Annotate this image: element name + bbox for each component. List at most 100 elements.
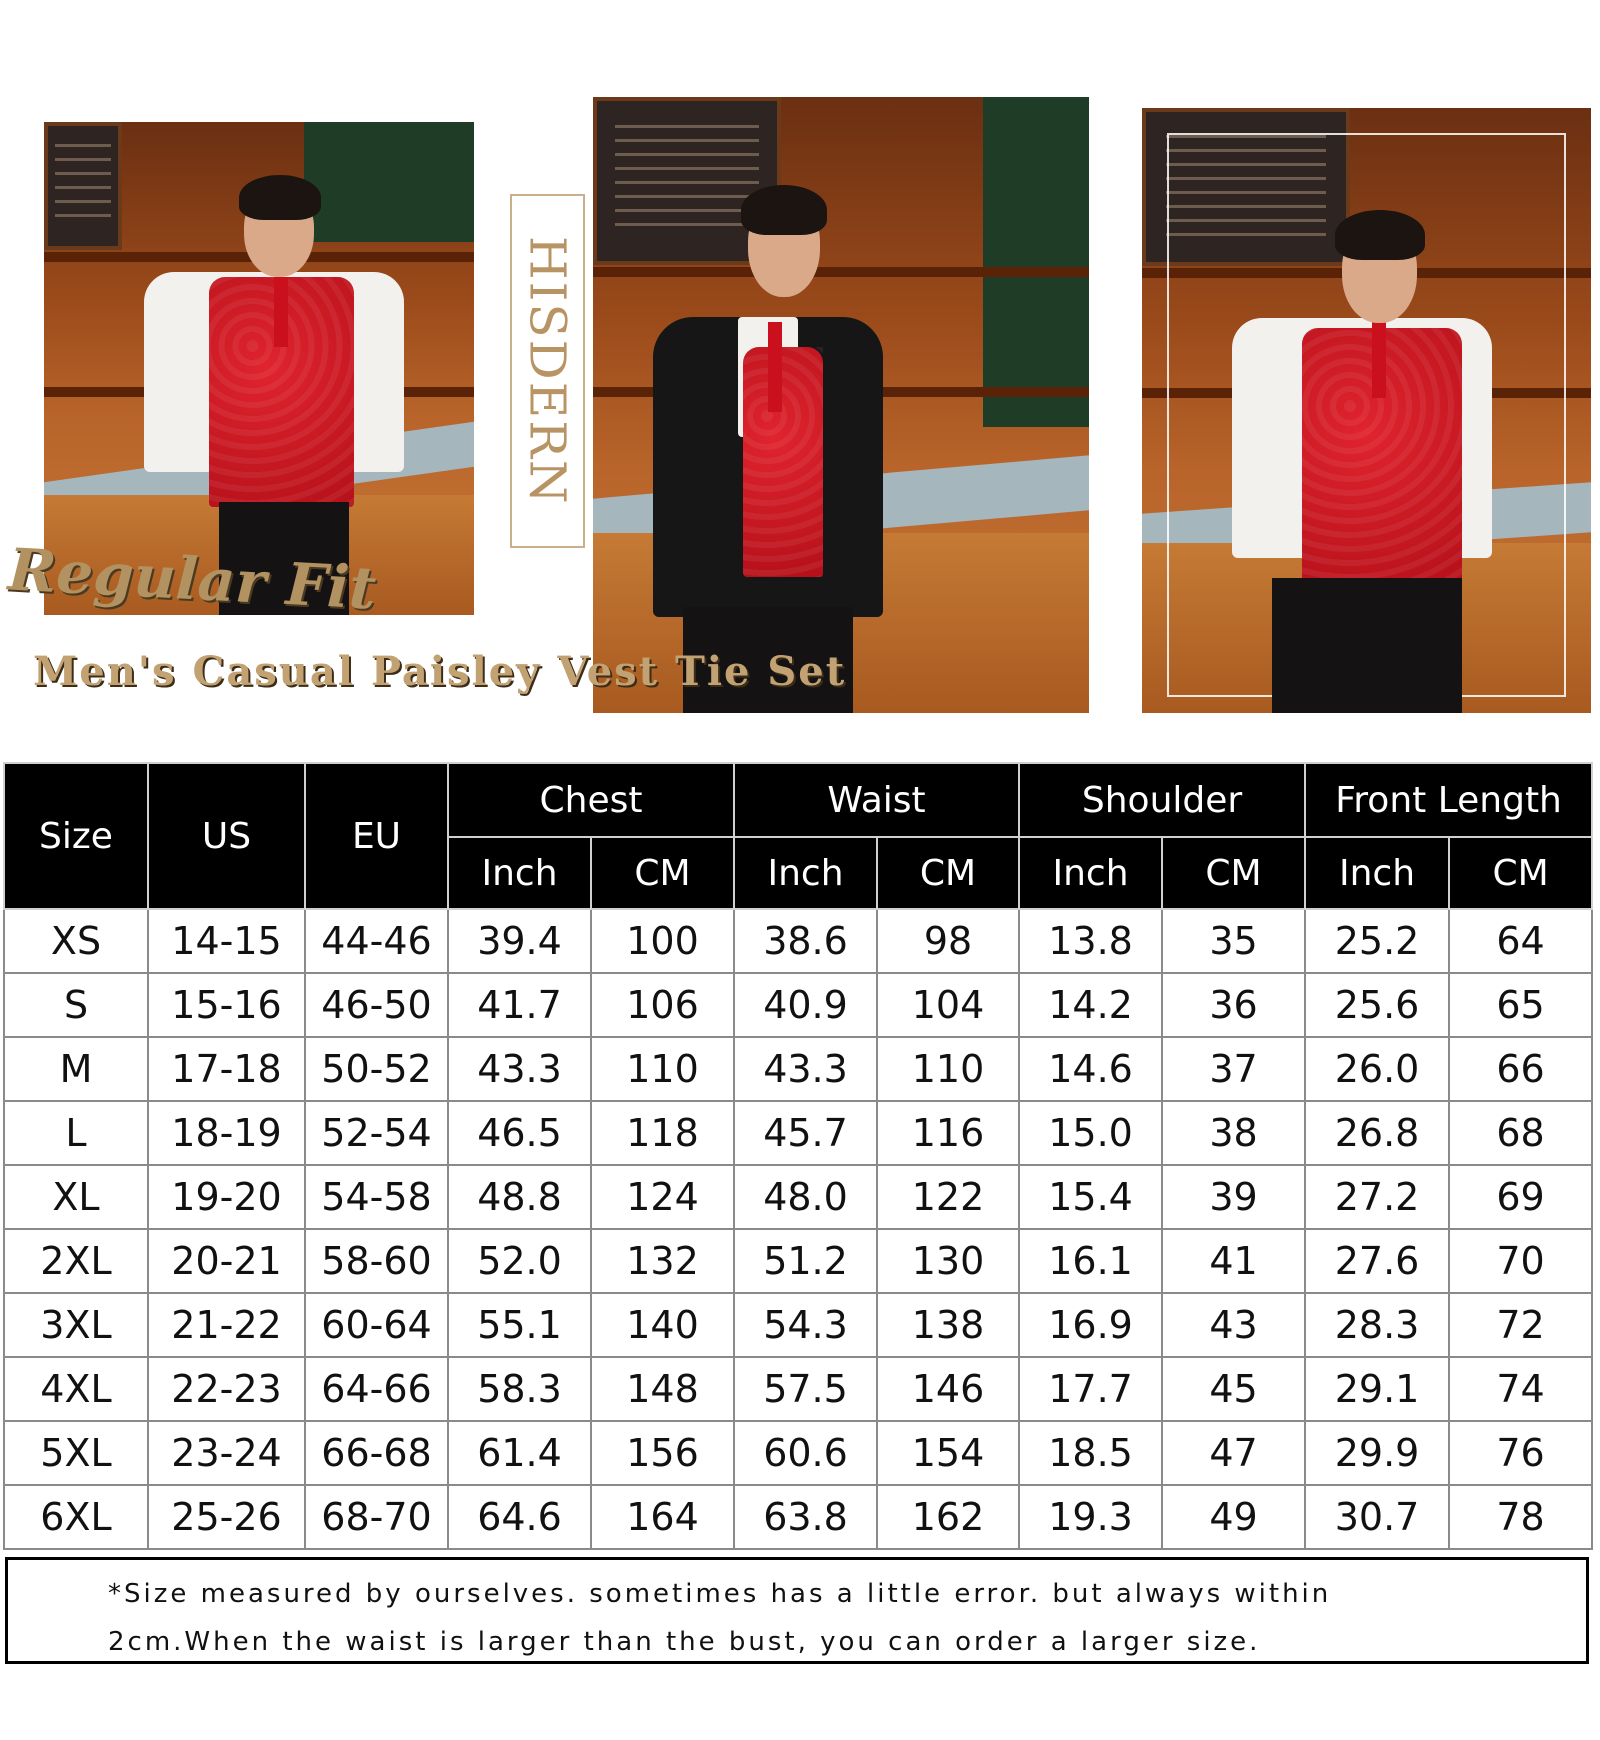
- table-cell: 43: [1161, 1292, 1307, 1358]
- table-cell: 18.5: [1018, 1420, 1164, 1486]
- table-cell: 15.0: [1018, 1100, 1164, 1166]
- table-cell: 65: [1448, 972, 1594, 1038]
- header-unit: Inch: [1304, 836, 1451, 910]
- table-cell: 25.6: [1304, 972, 1451, 1038]
- header-unit: CM: [1448, 836, 1594, 910]
- table-cell: 3XL: [3, 1292, 149, 1358]
- size-row: L 18-19 52-54 46.5 118 45.7 116 15.0 38 26.8 68: [3, 1100, 1594, 1166]
- header-shoulder: Shoulder: [1018, 762, 1307, 838]
- table-cell: 60-64: [304, 1292, 449, 1358]
- table-cell: 16.9: [1018, 1292, 1164, 1358]
- size-note: *Size measured by ourselves. sometimes h…: [5, 1557, 1589, 1664]
- table-cell: 104: [876, 972, 1021, 1038]
- table-cell: 44-46: [304, 908, 449, 974]
- size-row: M 17-18 50-52 43.3 110 43.3 110 14.6 37 26.0 66: [3, 1036, 1594, 1102]
- table-cell: 18-19: [147, 1100, 306, 1166]
- table-cell: 54.3: [733, 1292, 879, 1358]
- size-note-line-1: *Size measured by ourselves. sometimes h…: [108, 1579, 1332, 1609]
- table-cell: 48.0: [733, 1164, 879, 1230]
- table-cell: 76: [1448, 1420, 1594, 1486]
- table-cell: 19.3: [1018, 1484, 1164, 1550]
- size-row: 3XL 21-22 60-64 55.1 140 54.3 138 16.9 43 28.3 72: [3, 1292, 1594, 1358]
- table-cell: XL: [3, 1164, 149, 1230]
- table-cell: 16.1: [1018, 1228, 1164, 1294]
- header-unit: CM: [589, 836, 736, 910]
- table-cell: 48.8: [447, 1164, 592, 1230]
- table-cell: 50-52: [304, 1036, 449, 1102]
- table-cell: 15-16: [147, 972, 306, 1038]
- table-cell: S: [3, 972, 149, 1038]
- table-cell: 68: [1448, 1100, 1594, 1166]
- header-row-units: Inch CM Inch CM Inch CM Inch CM: [4, 836, 1594, 910]
- table-cell: 38: [1161, 1100, 1307, 1166]
- table-cell: 52-54: [304, 1100, 449, 1166]
- table-cell: 14-15: [147, 908, 306, 974]
- table-cell: 51.2: [733, 1228, 879, 1294]
- size-chart-table: Size US EU Chest Waist Shoulder Front Le…: [3, 762, 1594, 1550]
- table-cell: 30.7: [1304, 1484, 1451, 1550]
- table-cell: 100: [589, 908, 736, 974]
- model-figure: [653, 147, 913, 713]
- table-cell: 5XL: [3, 1420, 149, 1486]
- header-unit: Inch: [447, 836, 592, 910]
- table-cell: 27.2: [1304, 1164, 1451, 1230]
- table-cell: 61.4: [447, 1420, 592, 1486]
- table-cell: 58-60: [304, 1228, 449, 1294]
- table-cell: 74: [1448, 1356, 1594, 1422]
- table-cell: 46-50: [304, 972, 449, 1038]
- table-cell: 116: [876, 1100, 1021, 1166]
- table-cell: 164: [589, 1484, 736, 1550]
- table-cell: 6XL: [3, 1484, 149, 1550]
- table-cell: M: [3, 1036, 149, 1102]
- table-cell: 57.5: [733, 1356, 879, 1422]
- table-cell: 36: [1161, 972, 1307, 1038]
- table-cell: 64.6: [447, 1484, 592, 1550]
- header-chest: Chest: [446, 762, 736, 838]
- table-cell: 98: [876, 908, 1021, 974]
- table-cell: 60.6: [733, 1420, 879, 1486]
- table-cell: 39: [1161, 1164, 1307, 1230]
- table-cell: 140: [589, 1292, 736, 1358]
- table-cell: 106: [589, 972, 736, 1038]
- table-cell: 69: [1448, 1164, 1594, 1230]
- table-cell: 43.3: [733, 1036, 879, 1102]
- table-cell: 39.4: [447, 908, 592, 974]
- table-cell: 55.1: [447, 1292, 592, 1358]
- table-cell: 26.0: [1304, 1036, 1451, 1102]
- table-cell: 110: [589, 1036, 736, 1102]
- table-cell: 58.3: [447, 1356, 592, 1422]
- table-cell: 64-66: [304, 1356, 449, 1422]
- product-photo-front: [44, 122, 474, 615]
- table-cell: 27.6: [1304, 1228, 1451, 1294]
- size-row: 5XL 23-24 66-68 61.4 156 60.6 154 18.5 47 29.9 76: [3, 1420, 1594, 1486]
- size-row: S 15-16 46-50 41.7 106 40.9 104 14.2 36 25.6 65: [3, 972, 1594, 1038]
- table-cell: 43.3: [447, 1036, 592, 1102]
- brand-name: HISDERN: [518, 236, 577, 506]
- table-cell: 78: [1448, 1484, 1594, 1550]
- table-cell: 162: [876, 1484, 1021, 1550]
- table-cell: 70: [1448, 1228, 1594, 1294]
- table-cell: 64: [1448, 908, 1594, 974]
- table-cell: 26.8: [1304, 1100, 1451, 1166]
- table-cell: 148: [589, 1356, 736, 1422]
- size-row: 2XL 20-21 58-60 52.0 132 51.2 130 16.1 41 27.6 70: [3, 1228, 1594, 1294]
- table-cell: 25.2: [1304, 908, 1451, 974]
- brand-logo: HISDERN: [510, 194, 585, 548]
- table-cell: 35: [1161, 908, 1307, 974]
- table-cell: 46.5: [447, 1100, 592, 1166]
- table-cell: 132: [589, 1228, 736, 1294]
- table-cell: 19-20: [147, 1164, 306, 1230]
- model-figure: [114, 157, 474, 615]
- product-photo-with-jacket: [593, 97, 1089, 713]
- table-cell: 45: [1161, 1356, 1307, 1422]
- header-front-length: Front Length: [1304, 762, 1594, 838]
- table-cell: 146: [876, 1356, 1021, 1422]
- table-cell: 122: [876, 1164, 1021, 1230]
- table-cell: 54-58: [304, 1164, 449, 1230]
- table-cell: 68-70: [304, 1484, 449, 1550]
- size-row: 4XL 22-23 64-66 58.3 148 57.5 146 17.7 45 29.1 74: [3, 1356, 1594, 1422]
- table-cell: 28.3: [1304, 1292, 1451, 1358]
- table-cell: 124: [589, 1164, 736, 1230]
- table-cell: L: [3, 1100, 149, 1166]
- table-cell: 2XL: [3, 1228, 149, 1294]
